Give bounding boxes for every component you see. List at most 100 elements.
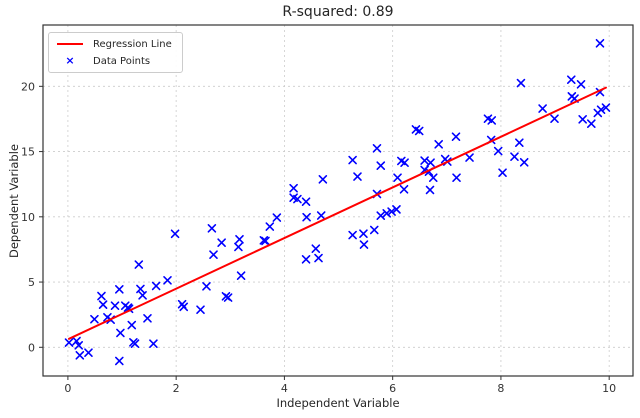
legend-entry-points: × Data Points bbox=[57, 54, 172, 68]
data-point-marker bbox=[261, 236, 270, 246]
legend-label-regression: Regression Line bbox=[93, 38, 172, 50]
data-point-marker bbox=[179, 302, 189, 312]
plot-frame bbox=[42, 24, 634, 377]
data-point-marker bbox=[72, 336, 81, 346]
data-point-marker bbox=[151, 281, 161, 291]
data-point-marker bbox=[234, 242, 243, 252]
data-point-marker bbox=[359, 229, 368, 238]
data-point-marker bbox=[149, 339, 158, 348]
y-tick-label: 15 bbox=[21, 146, 35, 159]
chart-title: R-squared: 0.89 bbox=[282, 4, 394, 20]
regression-line-swatch bbox=[57, 43, 83, 45]
data-point-marker bbox=[98, 300, 108, 309]
x-marker-swatch: × bbox=[65, 54, 75, 67]
data-point-marker bbox=[116, 328, 125, 338]
data-point-marker bbox=[392, 205, 401, 214]
data-point-marker bbox=[272, 213, 282, 222]
data-point-marker bbox=[595, 38, 605, 48]
data-point-marker bbox=[143, 314, 152, 323]
data-point-marker bbox=[493, 146, 503, 156]
data-point-marker bbox=[428, 173, 438, 182]
data-point-marker bbox=[348, 155, 357, 165]
data-point-marker bbox=[576, 80, 586, 89]
data-point-marker bbox=[515, 138, 524, 147]
y-tick-label: 10 bbox=[21, 211, 35, 224]
data-point-marker bbox=[314, 253, 323, 263]
data-point-marker bbox=[134, 260, 144, 269]
data-point-marker bbox=[451, 132, 461, 141]
data-point-marker bbox=[223, 293, 233, 302]
y-axis-label: Dependent Variable bbox=[7, 144, 21, 258]
data-point-marker bbox=[516, 78, 526, 88]
data-point-marker bbox=[110, 301, 120, 310]
data-point-marker bbox=[130, 339, 140, 348]
data-point-marker bbox=[236, 271, 246, 280]
data-point-marker bbox=[498, 168, 507, 178]
data-point-marker bbox=[601, 103, 611, 112]
data-point-marker bbox=[400, 158, 409, 167]
x-tick-label: 6 bbox=[389, 382, 396, 395]
data-point-marker bbox=[578, 115, 587, 124]
y-tick-label: 5 bbox=[28, 276, 35, 289]
x-tick-label: 2 bbox=[173, 382, 180, 395]
data-point-marker bbox=[510, 152, 519, 161]
data-point-marker bbox=[519, 157, 529, 167]
data-point-marker bbox=[596, 105, 606, 114]
data-point-marker bbox=[376, 161, 386, 170]
data-point-marker bbox=[115, 285, 124, 294]
data-point-marker bbox=[393, 173, 402, 182]
data-point-marker bbox=[550, 114, 559, 123]
data-point-marker bbox=[209, 250, 218, 259]
y-tick-label: 0 bbox=[28, 341, 35, 354]
y-tick-label: 20 bbox=[21, 80, 35, 93]
data-point-marker bbox=[90, 314, 99, 324]
data-point-marker bbox=[425, 185, 435, 195]
data-point-marker bbox=[202, 282, 211, 291]
regression-line bbox=[67, 86, 607, 340]
data-point-marker bbox=[376, 211, 386, 220]
data-point-marker bbox=[196, 305, 205, 315]
data-point-marker bbox=[318, 175, 328, 184]
data-point-marker bbox=[301, 255, 311, 264]
data-point-marker bbox=[311, 244, 321, 253]
data-point-marker bbox=[382, 208, 392, 218]
x-tick-label: 8 bbox=[497, 382, 504, 395]
legend-entry-regression: Regression Line bbox=[57, 37, 172, 51]
data-point-marker bbox=[487, 116, 497, 125]
data-point-marker bbox=[75, 350, 85, 360]
data-point-marker bbox=[136, 284, 145, 294]
x-tick-label: 0 bbox=[64, 382, 71, 395]
data-point-marker bbox=[465, 153, 474, 162]
data-point-marker bbox=[115, 356, 124, 366]
data-point-marker bbox=[399, 184, 409, 194]
data-point-marker bbox=[138, 291, 147, 300]
data-point-marker bbox=[74, 341, 84, 350]
data-point-marker bbox=[163, 276, 172, 285]
x-axis-label: Independent Variable bbox=[276, 396, 400, 410]
data-point-marker bbox=[84, 348, 93, 357]
data-point-marker bbox=[301, 197, 311, 206]
data-point-marker bbox=[587, 119, 596, 128]
data-point-marker bbox=[369, 225, 379, 235]
data-point-marker bbox=[265, 222, 275, 231]
data-point-marker bbox=[372, 144, 382, 153]
data-point-marker bbox=[170, 229, 180, 239]
data-point-marker bbox=[414, 126, 424, 136]
data-point-marker bbox=[302, 212, 311, 222]
data-point-marker bbox=[316, 211, 326, 220]
data-point-marker bbox=[359, 240, 369, 249]
data-point-marker bbox=[217, 238, 226, 247]
data-point-marker bbox=[207, 223, 217, 233]
legend-label-points: Data Points bbox=[93, 55, 151, 67]
data-point-marker bbox=[97, 291, 106, 301]
data-point-marker bbox=[348, 230, 357, 240]
data-point-marker bbox=[434, 139, 443, 149]
data-point-marker bbox=[420, 156, 429, 165]
legend: Regression Line × Data Points bbox=[48, 32, 183, 73]
data-point-marker bbox=[426, 158, 435, 167]
data-point-marker bbox=[387, 207, 396, 216]
data-point-marker bbox=[566, 75, 576, 84]
data-point-marker bbox=[293, 194, 302, 204]
